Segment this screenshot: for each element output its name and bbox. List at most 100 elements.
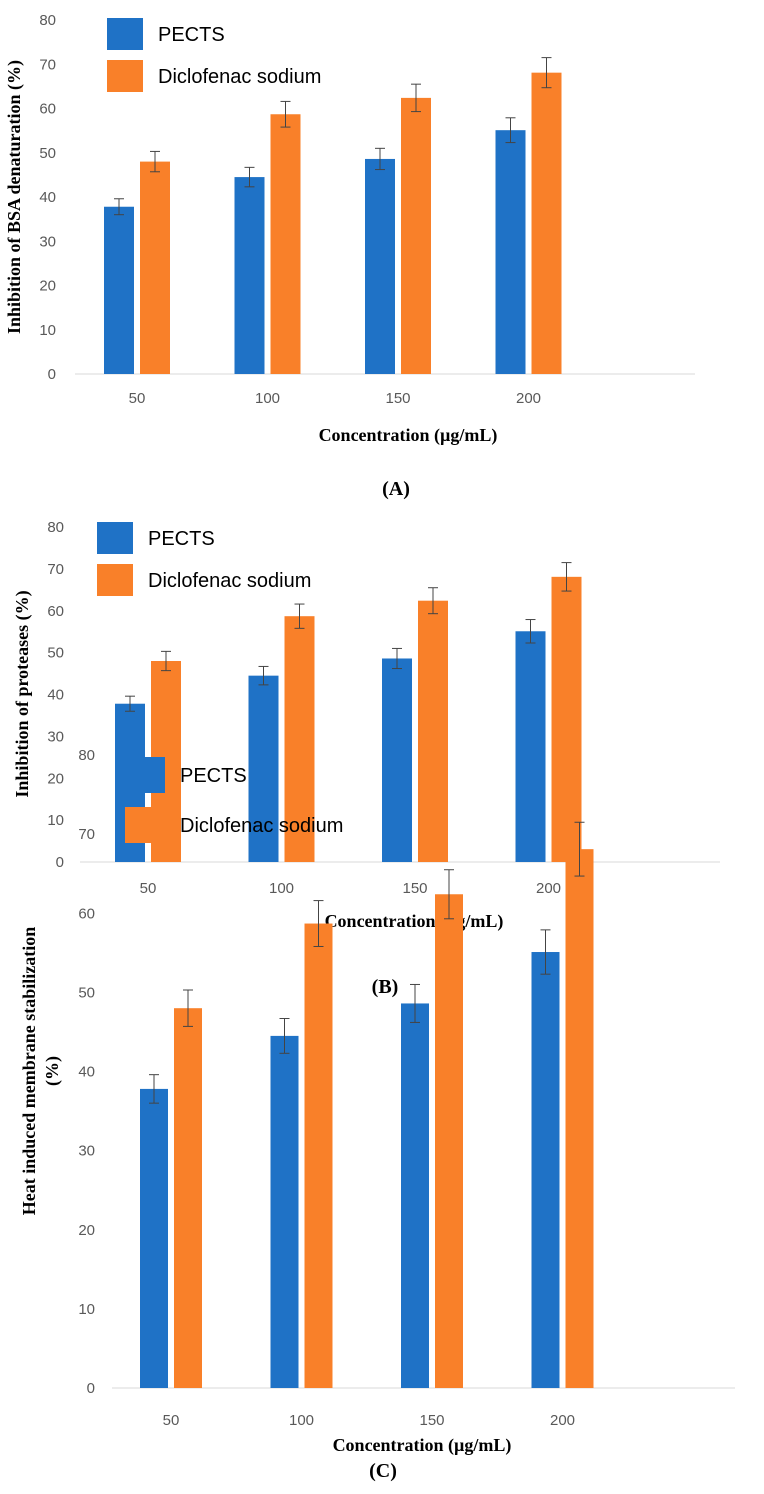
y-axis-title: Inhibition of proteases (%) [12, 590, 33, 797]
x-tick-label: 100 [255, 390, 280, 407]
y-tick-label: 10 [78, 1301, 95, 1318]
x-tick-label: 150 [402, 880, 427, 897]
y-tick-label: 50 [39, 145, 56, 162]
y-axis-title: Inhibition of BSA denaturation (%) [4, 60, 25, 334]
y-axis-title-line: Heat induced membrane stabilization [19, 927, 39, 1216]
y-tick-label: 50 [47, 645, 64, 662]
error-bar [525, 619, 536, 644]
legend-swatch [125, 757, 165, 793]
x-axis-title: Concentration (µg/mL) [333, 1435, 512, 1456]
bar-diclofenac-50 [140, 161, 170, 374]
error-bar [574, 821, 585, 877]
legend-item-pects: PECTS [97, 522, 215, 554]
y-tick-label: 20 [78, 1222, 95, 1239]
error-bar [392, 647, 402, 670]
bar-diclofenac-200 [551, 576, 582, 862]
x-tick-label: 50 [140, 880, 157, 897]
chart-panel-a: 0 10 20 30 40 50 60 70 80 50 100 150 200 PECTS Diclofe… [4, 12, 695, 500]
y-tick-label: 50 [78, 984, 95, 1001]
bar-pects-100 [270, 1035, 299, 1388]
legend-item-pects: PECTS [107, 18, 225, 50]
y-tick-label: 20 [47, 770, 64, 787]
panel-label: (C) [369, 1460, 397, 1482]
y-tick-label: 60 [39, 101, 56, 118]
error-bar [279, 1017, 290, 1054]
y-tick-label: 80 [39, 12, 56, 29]
y-tick-label: 0 [56, 854, 64, 871]
y-tick-label: 70 [47, 561, 64, 578]
error-bar [541, 57, 552, 89]
y-tick-label: 40 [78, 1064, 95, 1081]
legend-label: PECTS [148, 528, 215, 550]
legend-item-pects: PECTS [125, 757, 247, 793]
y-tick-label: 10 [39, 322, 56, 339]
error-bar [444, 869, 454, 920]
bar-pects-200 [515, 631, 546, 862]
y-tick-label: 30 [78, 1143, 95, 1160]
y-tick-label: 10 [47, 812, 64, 829]
error-bar [561, 562, 572, 592]
bar-pects-150 [382, 658, 412, 862]
bar-pects-150 [365, 158, 395, 374]
legend-swatch [97, 522, 133, 554]
chart-panel-b: 0 10 20 30 40 50 60 70 80 50 100 150 200 PECTS Diclofe… [12, 519, 720, 998]
legend-label: Diclofenac sodium [180, 815, 343, 837]
bar-pects-50 [140, 1088, 168, 1388]
x-tick-label: 50 [129, 390, 146, 407]
y-tick-label: 40 [47, 687, 64, 704]
bar-pects-150 [401, 1003, 429, 1388]
bar-diclofenac-150 [435, 894, 463, 1388]
x-tick-label: 200 [536, 880, 561, 897]
bar-diclofenac-100 [304, 923, 333, 1388]
bar-pects-200 [495, 130, 526, 374]
error-bar [294, 603, 305, 629]
bar-diclofenac-150 [418, 600, 448, 862]
error-bar [540, 929, 551, 975]
error-bar [149, 1074, 159, 1104]
x-tick-label: 200 [550, 1412, 575, 1429]
y-tick-label: 70 [39, 56, 56, 73]
x-tick-label: 100 [289, 1412, 314, 1429]
error-bar [125, 695, 135, 712]
legend-label: Diclofenac sodium [158, 66, 321, 88]
legend-label: PECTS [158, 24, 225, 46]
y-tick-label: 0 [48, 366, 56, 383]
error-bar [183, 989, 193, 1027]
y-tick-label: 40 [39, 189, 56, 206]
y-tick-label: 80 [47, 519, 64, 536]
y-tick-label: 70 [78, 826, 95, 843]
legend-label: Diclofenac sodium [148, 570, 311, 592]
bar-pects-200 [531, 952, 560, 1388]
x-tick-label: 150 [385, 390, 410, 407]
y-tick-label: 30 [47, 728, 64, 745]
x-tick-label: 50 [163, 1412, 180, 1429]
error-bar [428, 587, 438, 615]
error-bar [313, 900, 324, 947]
legend-swatch [125, 807, 165, 843]
legend-swatch [107, 18, 143, 50]
legend-item-diclofenac: Diclofenac sodium [125, 807, 343, 843]
legend-label: PECTS [180, 765, 247, 787]
error-bar [258, 665, 269, 686]
bar-diclofenac-200 [531, 72, 562, 374]
legend-swatch [97, 564, 133, 596]
error-bar [150, 150, 160, 173]
bar-pects-100 [248, 675, 279, 862]
error-bar [244, 166, 255, 188]
y-axis-title-line: (%) [42, 1056, 63, 1086]
y-tick-label: 20 [39, 278, 56, 295]
error-bar [161, 650, 171, 672]
x-tick-label: 100 [269, 880, 294, 897]
legend-item-diclofenac: Diclofenac sodium [107, 60, 321, 92]
bar-diclofenac-100 [284, 616, 315, 862]
legend-item-diclofenac: Diclofenac sodium [97, 564, 311, 596]
bar-diclofenac-200 [565, 849, 594, 1388]
y-tick-label: 0 [87, 1380, 95, 1397]
bar-pects-100 [234, 177, 265, 374]
error-bar [280, 100, 291, 128]
y-tick-label: 60 [47, 603, 64, 620]
panel-label: (A) [382, 478, 410, 500]
error-bar [410, 983, 420, 1023]
